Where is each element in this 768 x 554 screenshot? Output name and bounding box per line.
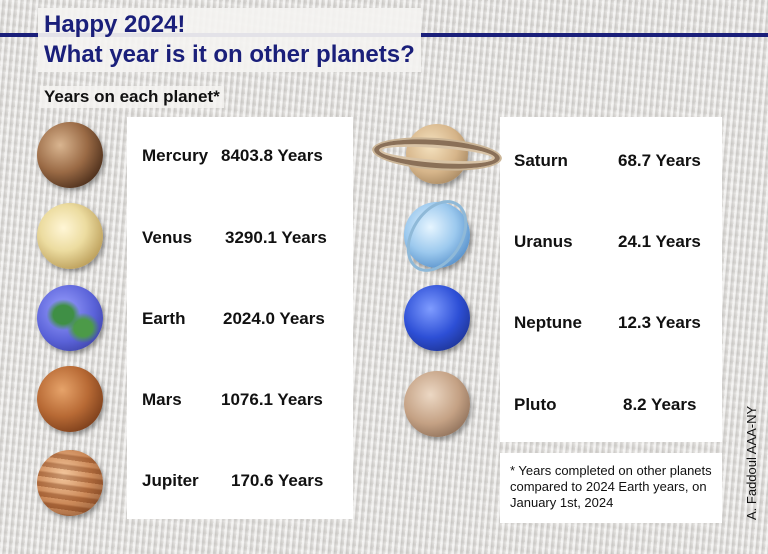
- planet-years: 2024.0 Years: [223, 309, 325, 328]
- planet-row-uranus: Uranus 24.1 Years: [514, 232, 701, 252]
- planet-row-pluto: Pluto 8.2 Years: [514, 395, 696, 415]
- planet-years: 12.3 Years: [618, 313, 701, 332]
- planet-name: Pluto: [514, 395, 557, 414]
- planet-years: 170.6 Years: [231, 471, 324, 490]
- planet-row-earth: Earth 2024.0 Years: [142, 309, 325, 329]
- planet-name: Venus: [142, 228, 193, 247]
- planet-years: 3290.1 Years: [225, 228, 327, 247]
- planet-row-venus: Venus 3290.1 Years: [142, 228, 327, 248]
- uranus-icon: [404, 202, 470, 268]
- right-panel: [500, 117, 722, 442]
- planet-name: Mars: [142, 390, 182, 409]
- footnote: * Years completed on other planets compa…: [510, 463, 712, 510]
- planet-name: Neptune: [514, 313, 582, 332]
- planet-row-mars: Mars 1076.1 Years: [142, 390, 323, 410]
- mercury-icon: [37, 122, 103, 188]
- planet-row-mercury: Mercury 8403.8 Years: [142, 146, 323, 166]
- mars-icon: [37, 366, 103, 432]
- author-credit: A. Faddoul AAA-NY: [744, 405, 759, 520]
- pluto-icon: [404, 371, 470, 437]
- planet-row-jupiter: Jupiter 170.6 Years: [142, 471, 323, 491]
- neptune-icon: [404, 285, 470, 351]
- saturn-icon: [406, 124, 468, 184]
- planet-name: Uranus: [514, 232, 573, 251]
- saturn-ring-icon: [373, 135, 501, 173]
- planet-row-saturn: Saturn 68.7 Years: [514, 151, 701, 171]
- title-line-2: What year is it on other planets?: [44, 41, 415, 68]
- title-block: Happy 2024! What year is it on other pla…: [38, 8, 421, 72]
- planet-name: Jupiter: [142, 471, 199, 490]
- title-line-1: Happy 2024!: [44, 11, 186, 38]
- planet-years: 8.2 Years: [623, 395, 697, 414]
- planet-years: 24.1 Years: [618, 232, 701, 251]
- planet-name: Earth: [142, 309, 186, 328]
- jupiter-icon: [37, 450, 103, 516]
- left-panel: [127, 117, 353, 519]
- planet-years: 68.7 Years: [618, 151, 701, 170]
- earth-icon: [37, 285, 103, 351]
- planet-years: 1076.1 Years: [221, 390, 323, 409]
- planet-row-neptune: Neptune 12.3 Years: [514, 313, 701, 333]
- venus-icon: [37, 203, 103, 269]
- planet-years: 8403.8 Years: [221, 146, 323, 165]
- subtitle: Years on each planet*: [40, 86, 224, 108]
- planet-name: Mercury: [142, 146, 209, 165]
- planet-name: Saturn: [514, 151, 568, 170]
- footnote-panel: [500, 453, 722, 523]
